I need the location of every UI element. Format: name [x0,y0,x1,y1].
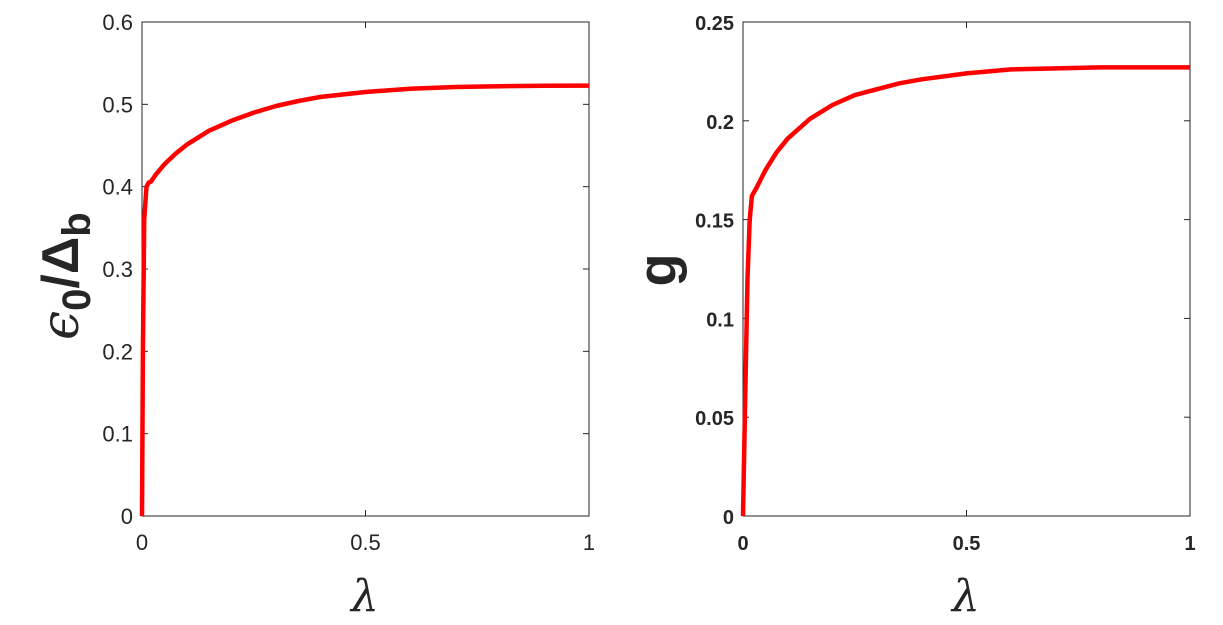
left-y-tick-label: 0.4 [102,175,133,200]
right-series [740,65,1190,517]
right-y-tick-label: 0.2 [706,112,734,134]
right-chart: 0 0.5 1 0 0.05 0.1 0.15 0.2 0.25 λ g [628,13,1196,622]
left-series [139,83,590,517]
right-y-tick-label: 0.05 [695,408,734,430]
left-y-label-epsilon: ϵ [31,311,91,340]
right-y-tick-label: 0 [723,507,734,529]
left-y-label-sub1: 0 [55,289,99,311]
right-x-tick-label: 0.5 [953,533,981,555]
right-y-tick-label: 0.25 [695,13,734,35]
left-chart: 0 0.5 100.10.20.30.40.50.6 λ ϵ0/Δb [31,10,595,622]
left-y-axis-label: ϵ0/Δb [31,212,99,340]
left-y-tick-label: 0.5 [102,92,133,117]
right-x-tick-label: 0 [737,533,748,555]
right-x-tick-label: 1 [1184,533,1195,555]
left-y-tick-label: 0 [121,504,133,529]
right-plot-frame [742,21,1191,517]
left-x-tick-label: 0 [136,530,148,555]
left-y-label-slash-delta: /Δ [32,237,90,289]
right-series-line [740,65,1190,517]
left-y-tick-label: 0.1 [102,422,133,447]
svg-text:ϵ0/Δb: ϵ0/Δb [31,212,99,340]
left-x-axis-label: λ [349,571,379,622]
left-x-tick-label: 0.5 [350,530,381,555]
left-x-tick-label: 1 [583,530,595,555]
left-y-tick-label: 0.6 [102,10,133,35]
left-y-label-sub2: b [55,212,99,236]
right-ticks: 0 0.5 1 0 0.05 0.1 0.15 0.2 0.25 [695,13,1196,555]
left-plot-frame [141,21,590,517]
right-y-axis-label: g [628,254,688,287]
left-y-tick-label: 0.3 [102,257,133,282]
right-y-tick-label: 0.15 [695,211,734,233]
left-y-tick-label: 0.2 [102,339,133,364]
left-ticks: 0 0.5 1 0 0.1 0.2 0.3 0.4 0.5 0.6 [102,10,595,555]
right-x-axis-label: λ [950,571,980,622]
right-y-tick-label: 0.1 [706,309,734,331]
left-series-line [139,83,590,517]
